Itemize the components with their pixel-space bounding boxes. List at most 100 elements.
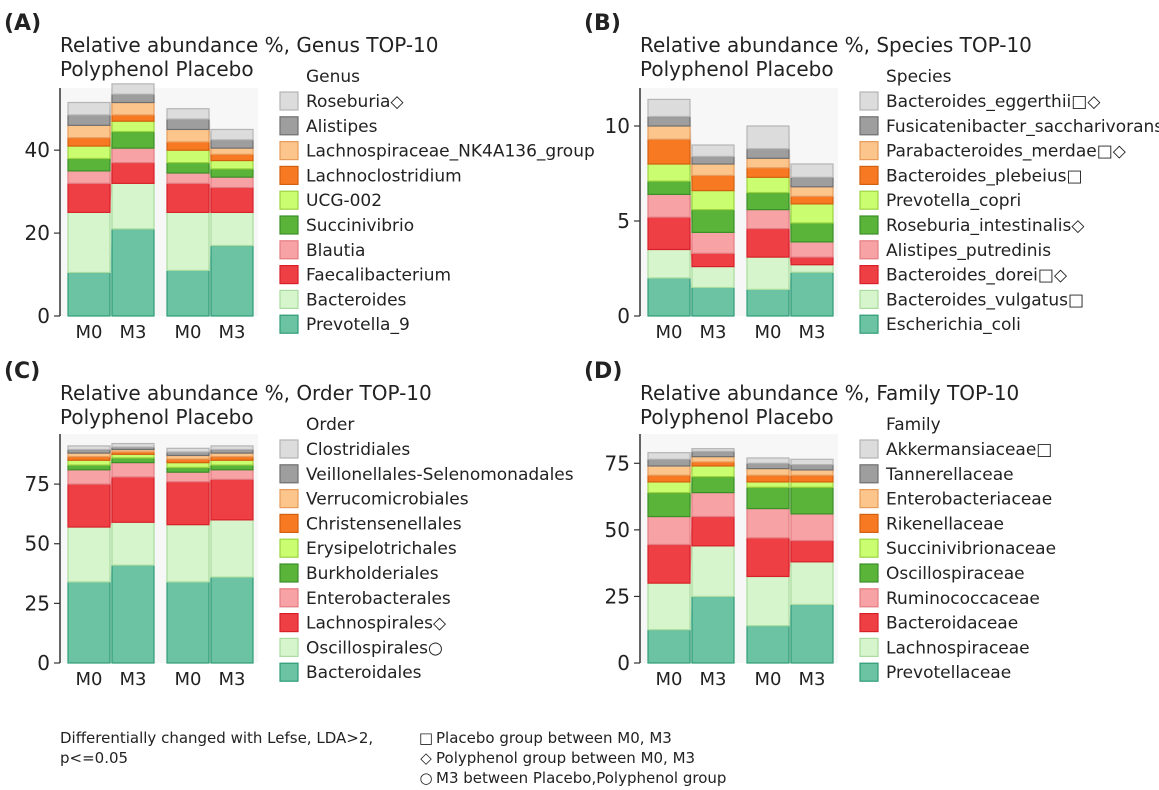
x-tick-label: M3 xyxy=(219,669,246,690)
bar-segment xyxy=(210,459,254,466)
chart-subtitle: Polyphenol Placebo xyxy=(640,57,834,81)
bar-segment xyxy=(746,474,790,483)
y-tick-label: 0 xyxy=(617,651,630,675)
legend-swatch xyxy=(279,215,299,235)
bar-segment xyxy=(647,543,691,584)
legend-label: Succinivibrionaceae xyxy=(886,539,1056,559)
x-tick-label: M0 xyxy=(76,322,103,343)
legend-label: Oscillospirales○ xyxy=(306,638,443,658)
legend-swatch xyxy=(279,662,299,682)
legend-swatch xyxy=(859,215,879,235)
bar-segment xyxy=(691,155,735,165)
legend-label: Fusicatenibacter_saccharivorans xyxy=(886,117,1159,137)
legend-title: Family xyxy=(886,415,941,435)
bar-segment xyxy=(647,629,691,664)
bar-segment xyxy=(111,476,155,523)
legend-label: Succinivibrio xyxy=(306,216,414,236)
bar-segment xyxy=(67,137,111,147)
bar-segment xyxy=(746,537,790,578)
key-row-m3: ○ M3 between Placebo,Polyphenol group xyxy=(418,768,726,788)
legend-label: Bacteroides xyxy=(306,290,407,310)
bar-segment xyxy=(210,445,254,451)
legend-swatch xyxy=(279,91,299,111)
legend-label: Erysipelotrichales xyxy=(306,539,457,559)
bar-segment xyxy=(210,519,254,578)
bar-segment xyxy=(647,193,691,218)
legend-swatch xyxy=(279,314,299,334)
legend-swatch xyxy=(279,240,299,260)
bar-segment xyxy=(111,120,155,133)
bar-segment xyxy=(746,157,790,169)
bar-segment xyxy=(166,524,210,583)
key-row-placebo: □ Placebo group between M0, M3 xyxy=(418,728,726,748)
y-tick-label: 75 xyxy=(605,451,630,475)
bar-segment xyxy=(111,521,155,566)
legend-swatch xyxy=(859,265,879,285)
bar-segment xyxy=(691,515,735,547)
bar-segment xyxy=(746,288,790,317)
bar-segment xyxy=(166,447,210,453)
bar-segment xyxy=(67,271,111,317)
legend-swatch xyxy=(279,588,299,608)
y-tick-label: 40 xyxy=(25,138,50,162)
bar-segment xyxy=(210,211,254,247)
legend-label: Tannerellaceae xyxy=(885,465,1014,485)
legend-title: Genus xyxy=(306,67,360,87)
x-tick-label: M3 xyxy=(219,322,246,343)
bar-segment xyxy=(210,464,254,471)
bar-segment xyxy=(647,582,691,631)
bar-segment xyxy=(166,481,210,526)
bar-segment xyxy=(691,450,735,458)
bar-segment xyxy=(647,465,691,476)
bar-segment xyxy=(166,162,210,174)
legend-swatch xyxy=(279,513,299,534)
bar-segment xyxy=(210,128,254,141)
legend-swatch xyxy=(859,91,879,111)
bar-segment xyxy=(166,581,210,664)
bar-segment xyxy=(647,115,691,127)
legend-swatch xyxy=(859,141,879,161)
footnote-line-1: Differentially changed with Lefse, LDA>2… xyxy=(60,729,374,747)
legend-label: Parabacteroides_merdae□◇ xyxy=(886,142,1127,162)
panel-label: (A) xyxy=(4,11,41,36)
legend-label: Roseburia_intestinalis◇ xyxy=(886,216,1085,236)
chart-title: Relative abundance %, Family TOP-10 xyxy=(640,381,1019,405)
legend-swatch xyxy=(859,240,879,260)
bar-segment xyxy=(67,459,111,466)
legend-label: Rikenellaceae xyxy=(886,514,1004,534)
bar-segment xyxy=(790,481,834,488)
y-tick-label: 5 xyxy=(617,209,630,233)
legend-label: Alistipes xyxy=(306,117,378,137)
legend-label: Enterobacteriaceae xyxy=(886,490,1052,510)
legend-swatch xyxy=(279,116,299,136)
bar-segment xyxy=(166,471,210,483)
x-tick-label: M3 xyxy=(120,322,147,343)
chart-subtitle: Polyphenol Placebo xyxy=(60,57,254,81)
key-text-placebo: Placebo group between M0, M3 xyxy=(436,729,672,747)
bar-segment xyxy=(790,203,834,224)
bar-segment xyxy=(111,83,155,95)
bar-segment xyxy=(210,153,254,162)
legend-swatch xyxy=(859,314,879,334)
legend-swatch xyxy=(279,165,299,185)
bar-segment xyxy=(67,157,111,172)
x-tick-label: M0 xyxy=(175,669,202,690)
legend-swatch xyxy=(859,588,879,608)
bar-segment xyxy=(166,211,210,271)
bar-segment xyxy=(210,478,254,521)
bar-segment xyxy=(166,141,210,151)
legend-swatch xyxy=(859,464,879,484)
bar-segment xyxy=(67,124,111,139)
legend-swatch xyxy=(859,538,879,558)
bar-segment xyxy=(647,163,691,182)
legend-label: Lachnoclostridium xyxy=(306,166,462,186)
bar-segment xyxy=(790,256,834,266)
bar-segment xyxy=(210,159,254,170)
bar-segment xyxy=(166,128,210,143)
bar-segment xyxy=(647,180,691,196)
legend-label: Akkermansiaceae□ xyxy=(886,440,1052,460)
legend-swatch xyxy=(859,165,879,185)
bar-segment xyxy=(111,228,155,317)
panel-c: (C) Relative abundance %, Order TOP-10Pol… xyxy=(4,359,574,690)
y-tick-label: 50 xyxy=(605,518,630,542)
